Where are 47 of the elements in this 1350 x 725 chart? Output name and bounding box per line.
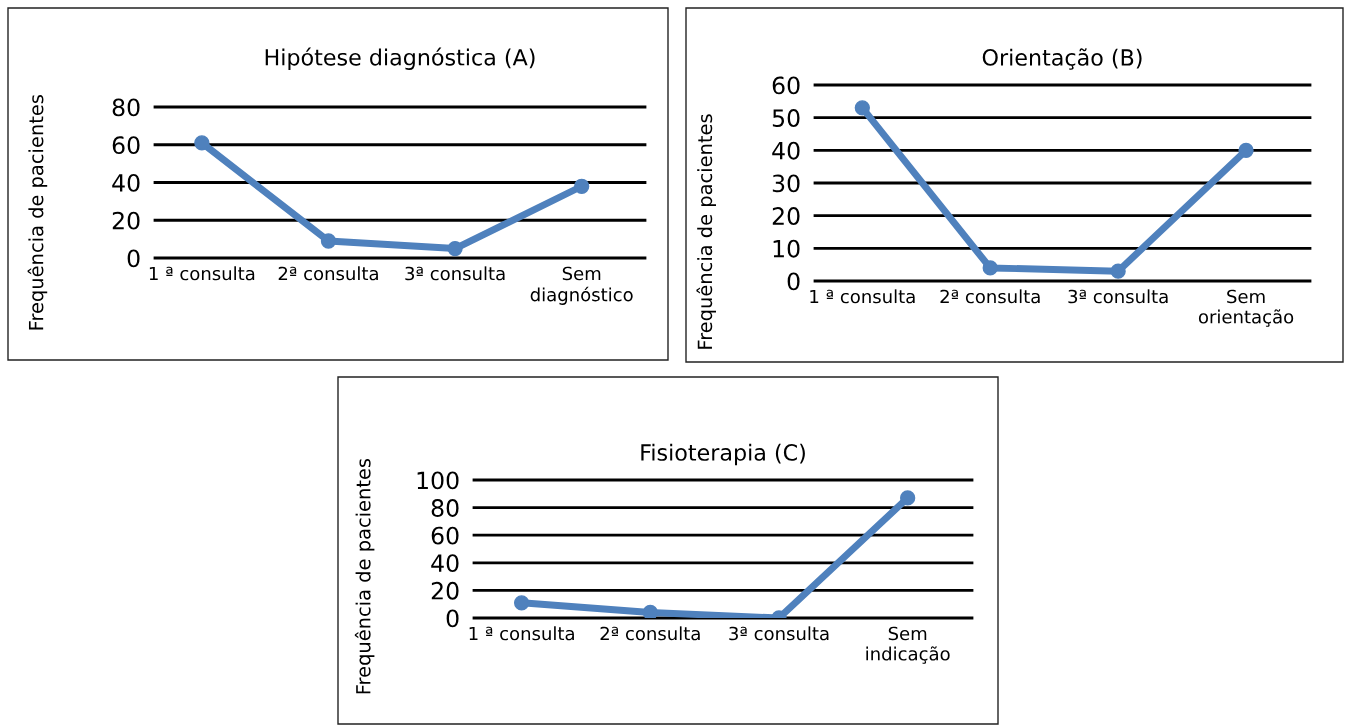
y-tick-label: 0 (446, 609, 459, 628)
y-tick-label: 20 (431, 581, 459, 600)
x-tick-label: 3ª consulta (729, 626, 829, 641)
point (194, 135, 210, 151)
x-tick-label: 2ª consulta (940, 289, 1040, 304)
x-tick-label: 2ª consulta (600, 626, 700, 641)
y-tick-label: 10 (773, 239, 800, 258)
y-tick-label: 0 (787, 272, 800, 291)
x-tick-label: 3ª consulta (405, 266, 505, 281)
y-tick-label: 50 (772, 109, 800, 127)
y-tick-label: 30 (772, 174, 800, 193)
x-tick-label: 2ª consulta (278, 266, 378, 281)
x-tick-label: 1 ª consulta (469, 626, 574, 641)
point (900, 490, 916, 506)
point (854, 100, 870, 116)
x-tick-label: Sem indicação (866, 626, 950, 664)
x-tick-label: 3ª consulta (1068, 289, 1168, 304)
y-tick-label: 20 (772, 207, 800, 225)
y-tick-label: 80 (112, 98, 140, 117)
point (320, 233, 337, 249)
y-tick-label: 80 (431, 499, 459, 517)
chart-title: Fisioterapia (C) (641, 443, 805, 466)
y-tick-label: 40 (431, 554, 459, 573)
y-tick-label: 60 (772, 76, 800, 95)
y-tick-label: 40 (112, 173, 140, 192)
x-tick-label: 1 ª consulta (149, 266, 255, 281)
y-tick-label: 60 (112, 136, 140, 155)
x-tick-label: Sem diagnóstico (530, 266, 633, 305)
point (574, 178, 590, 194)
point (1110, 263, 1126, 279)
y-tick-label: 100 (417, 471, 459, 490)
point (513, 595, 530, 611)
y-axis-title: Frequência de pacientes (27, 95, 48, 330)
chart-title: Orientação (B) (982, 48, 1142, 70)
point (447, 240, 463, 257)
x-tick-label: 1 ª consulta (810, 289, 915, 304)
y-tick-label: 60 (431, 526, 459, 545)
x-tick-label: Sem orientação (1198, 289, 1294, 327)
y-axis-title: Frequência de pacientes (354, 458, 375, 694)
y-axis-title: Frequência de pacientes (696, 114, 716, 349)
point (982, 260, 998, 276)
point (642, 604, 658, 618)
y-tick-label: 20 (112, 211, 140, 230)
chart-title: Hipótese diagnóstica (A) (265, 47, 535, 70)
point (1238, 142, 1254, 158)
y-tick-label: 40 (772, 141, 800, 160)
y-tick-label: 0 (127, 249, 140, 268)
